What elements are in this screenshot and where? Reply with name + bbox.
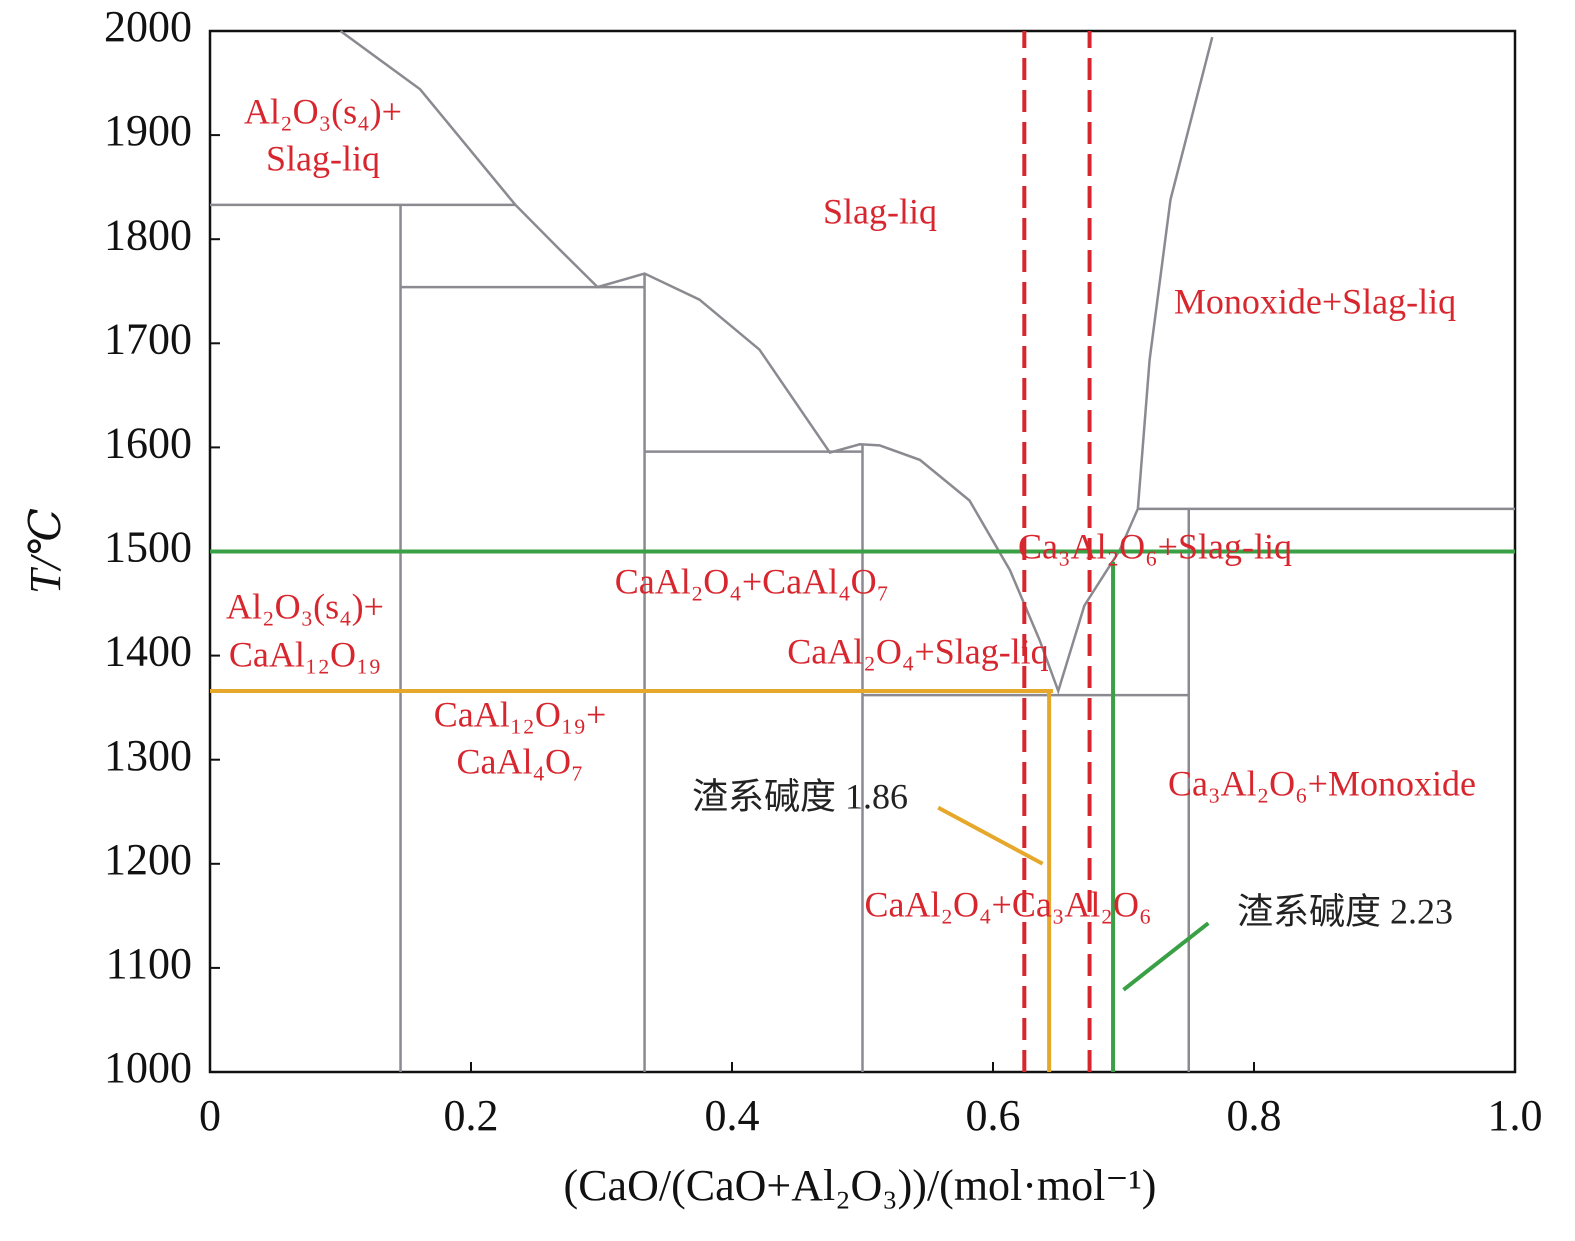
y-tick-label: 1500 bbox=[104, 523, 192, 572]
x-tick-label: 1.0 bbox=[1488, 1091, 1543, 1140]
y-tick-label: 1200 bbox=[104, 835, 192, 884]
region-label: CaAl₂O₄+CaAl₄O₇ bbox=[615, 561, 889, 601]
region-label: 渣系碱度 2.23 bbox=[1237, 891, 1453, 931]
region-label: CaAl₁₂O₁₉+ bbox=[434, 694, 607, 734]
x-tick-label: 0 bbox=[199, 1091, 221, 1140]
phase-boundary bbox=[937, 805, 1044, 866]
y-tick-label: 1300 bbox=[104, 731, 192, 780]
region-label: CaAl₂O₄+Slag-liq bbox=[787, 631, 1048, 671]
y-axis-label: T/℃ bbox=[21, 508, 70, 594]
y-tick-label: 1600 bbox=[104, 418, 192, 467]
y-tick-label: 1800 bbox=[104, 210, 192, 259]
y-tick-label: 1400 bbox=[104, 627, 192, 676]
x-tick-label: 0.8 bbox=[1227, 1091, 1282, 1140]
y-tick-label: 1900 bbox=[104, 106, 192, 155]
y-tick-label: 1700 bbox=[104, 314, 192, 363]
region-label: Slag-liq bbox=[823, 191, 937, 231]
region-label: Ca₃Al₂O₆+Slag-liq bbox=[1018, 526, 1292, 566]
region-label: Slag-liq bbox=[266, 138, 380, 178]
x-tick-label: 0.4 bbox=[705, 1091, 760, 1140]
region-label: CaAl₂O₄+Ca₃Al₂O₆ bbox=[864, 884, 1151, 924]
y-tick-label: 2000 bbox=[104, 2, 192, 51]
region-label: 渣系碱度 1.86 bbox=[692, 776, 908, 816]
region-label: Ca₃Al₂O₆+Monoxide bbox=[1168, 763, 1476, 803]
x-tick-label: 0.2 bbox=[444, 1091, 499, 1140]
phase-boundary bbox=[1122, 921, 1210, 992]
y-tick-label: 1100 bbox=[106, 939, 192, 988]
region-label: Monoxide+Slag-liq bbox=[1174, 281, 1456, 321]
x-axis-label: (CaO/(CaO+Al₂O₃))/(mol·mol⁻¹) bbox=[564, 1161, 1157, 1210]
y-tick-label: 1000 bbox=[104, 1043, 192, 1092]
region-label: CaAl₁₂O₁₉ bbox=[229, 634, 381, 674]
region-label: Al₂O₃(s₄)+ bbox=[244, 91, 402, 131]
x-tick-label: 0.6 bbox=[966, 1091, 1021, 1140]
region-label: CaAl₄O₇ bbox=[456, 741, 583, 781]
region-label: Al₂O₃(s₄)+ bbox=[226, 586, 384, 626]
phase-boundary bbox=[339, 29, 1214, 695]
